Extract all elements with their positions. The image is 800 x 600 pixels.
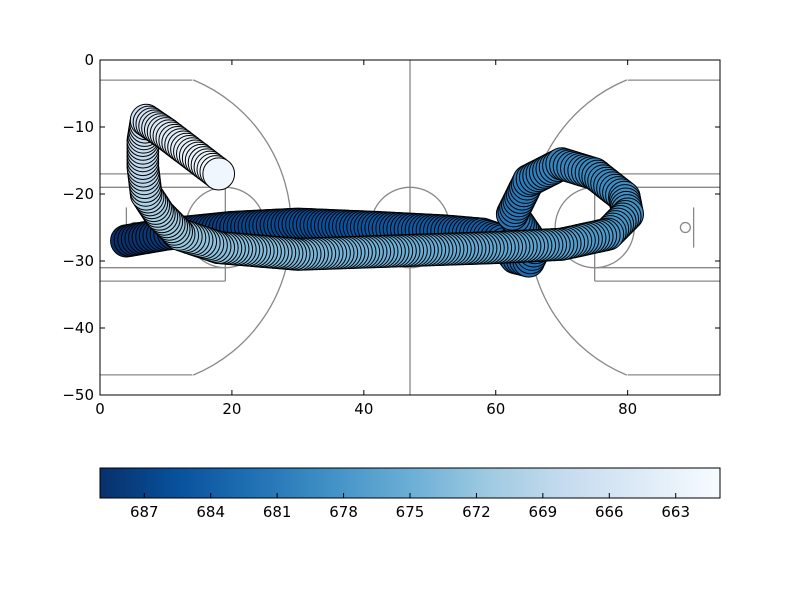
colorbar-tick-label-666: 666 [595, 503, 624, 521]
y-tick-label--30: −30 [62, 252, 94, 270]
colorbar-ticks: 687 684 681 678 675 672 669 666 663 [130, 493, 690, 521]
colorbar-tick-label-687: 687 [130, 503, 159, 521]
colorbar-tick-label-681: 681 [263, 503, 292, 521]
trajectory-point-359 [202, 157, 236, 191]
y-tick-label--10: −10 [62, 118, 94, 136]
colorbar-tick-label-672: 672 [462, 503, 491, 521]
rim-right [679, 221, 691, 234]
x-tick-label-0: 0 [95, 400, 105, 418]
colorbar-tick-label-663: 663 [661, 503, 690, 521]
colorbar-tick-label-684: 684 [196, 503, 225, 521]
colorbar-tick-label-678: 678 [329, 503, 358, 521]
colorbar-tick-label-675: 675 [396, 503, 425, 521]
colorbar-tick-label-669: 669 [529, 503, 558, 521]
x-axis: 0 20 40 60 80 [95, 60, 637, 418]
x-tick-label-40: 40 [354, 400, 373, 418]
x-tick-label-60: 60 [486, 400, 505, 418]
y-tick-label--40: −40 [62, 319, 94, 337]
trajectory-points [110, 103, 644, 278]
colorbar: 687 684 681 678 675 672 669 666 663 [99, 467, 721, 521]
y-axis: 0 −10 −20 −30 −40 −50 [62, 51, 720, 404]
x-tick-label-20: 20 [222, 400, 241, 418]
plot-frame [99, 59, 721, 396]
y-tick-label-0: 0 [84, 51, 94, 69]
x-tick-label-80: 80 [618, 400, 637, 418]
y-tick-label--50: −50 [62, 386, 94, 404]
y-tick-label--20: −20 [62, 185, 94, 203]
